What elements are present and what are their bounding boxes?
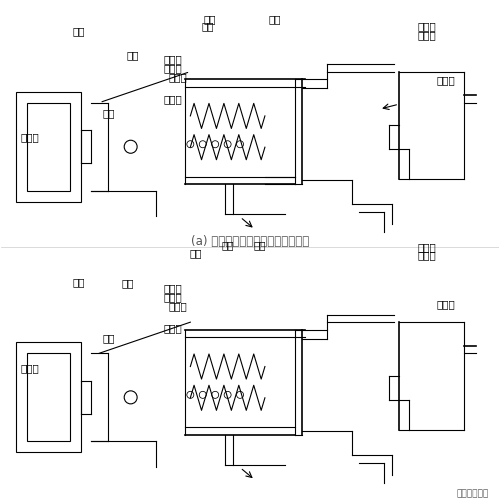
Text: 挡套: 挡套: [127, 50, 140, 60]
Text: 挡套: 挡套: [122, 278, 134, 288]
Text: 注：供给上图: 注：供给上图: [456, 489, 488, 498]
Text: 盛水桶: 盛水桶: [417, 242, 436, 252]
Text: 拉杆: 拉杆: [72, 277, 85, 287]
Text: 排水口: 排水口: [164, 323, 182, 333]
Bar: [27, 353, 70, 442]
Bar: [16, 342, 81, 453]
Text: 溢水口: 溢水口: [436, 300, 455, 309]
Text: 阀盖: 阀盖: [204, 14, 216, 24]
Text: 排水口: 排水口: [164, 94, 182, 104]
Text: 衔铁: 衔铁: [102, 108, 115, 117]
Text: 电磁铁: 电磁铁: [21, 132, 40, 142]
Text: 阀座: 阀座: [254, 240, 266, 250]
Text: 阀座: 阀座: [268, 14, 281, 24]
Text: 外弹簧: 外弹簧: [164, 292, 182, 302]
Text: 出水口: 出水口: [417, 250, 436, 261]
Text: 橡胶阀: 橡胶阀: [168, 301, 188, 311]
Text: 拉杆: 拉杆: [72, 27, 85, 36]
Text: 内弹簧: 内弹簧: [164, 54, 182, 64]
Text: 阀盖: 阀盖: [222, 240, 234, 250]
Text: 内弹簧: 内弹簧: [164, 283, 182, 293]
Text: 导套: 导套: [202, 22, 214, 31]
Text: 盛水桶: 盛水桶: [417, 22, 436, 31]
Text: 溢水口: 溢水口: [436, 76, 455, 86]
Text: 电磁铁: 电磁铁: [21, 363, 40, 373]
Text: 橡胶阀: 橡胶阀: [168, 73, 188, 83]
Text: (a) 洗涤、漂洗状态（电磁铁断电）: (a) 洗涤、漂洗状态（电磁铁断电）: [191, 235, 309, 248]
Bar: [27, 103, 70, 191]
Text: 外弹簧: 外弹簧: [164, 64, 182, 74]
Text: 导套: 导套: [189, 248, 202, 258]
Bar: [16, 92, 81, 202]
Text: 衔铁: 衔铁: [102, 333, 115, 343]
Text: 出水口: 出水口: [417, 30, 436, 40]
